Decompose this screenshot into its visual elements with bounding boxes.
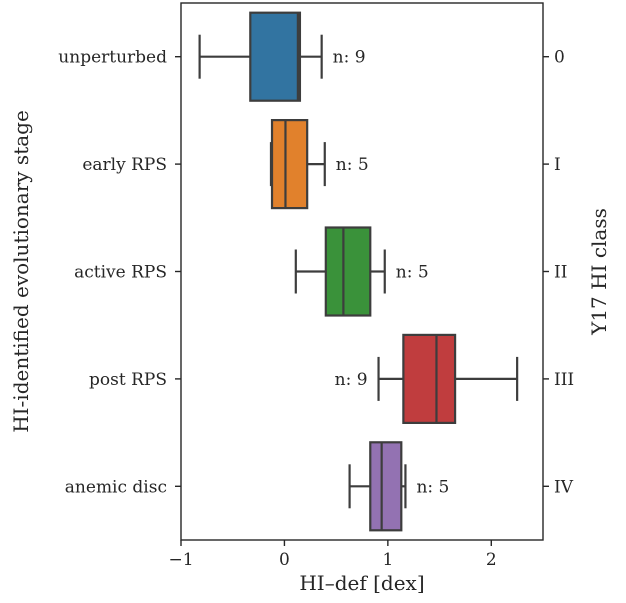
y-tick-label: active RPS <box>74 263 167 283</box>
y-axis-title: HI-identified evolutionary stage <box>9 110 33 433</box>
right-tick-label: III <box>554 370 574 390</box>
x-tick-label: −1 <box>168 550 193 570</box>
n-label: n: 9 <box>333 48 366 68</box>
y-tick-label: anemic disc <box>65 477 167 497</box>
box-iqr <box>249 11 302 102</box>
right-tick-label: II <box>554 263 567 283</box>
box-group-4: n: 5 <box>348 441 449 532</box>
x-axis-title: HI–def [dex] <box>299 571 424 595</box>
n-label: n: 5 <box>396 263 429 283</box>
y-tick-label: post RPS <box>89 370 167 390</box>
boxes-layer: n: 9 n: 5 n: 5 n: 9 n: 5 <box>198 11 519 532</box>
box-group-2: n: 5 <box>294 226 429 317</box>
box-iqr <box>324 226 372 317</box>
right-tick-label: IV <box>554 477 574 497</box>
box-group-0: n: 9 <box>198 11 366 102</box>
right-axis-title: Y17 HI class <box>587 208 611 336</box>
n-label: n: 9 <box>335 370 368 390</box>
x-tick-label: 1 <box>382 550 393 570</box>
box-iqr <box>369 441 403 532</box>
box-group-1: n: 5 <box>269 118 369 210</box>
n-label: n: 5 <box>416 477 449 497</box>
box-iqr <box>402 333 457 424</box>
y-tick-label: unperturbed <box>58 48 167 68</box>
box-iqr <box>270 118 309 210</box>
n-label: n: 5 <box>336 155 369 175</box>
right-tick-label: 0 <box>554 48 565 68</box>
right-tick-label: I <box>554 155 561 175</box>
box-group-3: n: 9 <box>335 333 519 424</box>
x-tick-label: 2 <box>486 550 497 570</box>
y-tick-label: early RPS <box>82 155 167 175</box>
x-tick-label: 0 <box>279 550 290 570</box>
